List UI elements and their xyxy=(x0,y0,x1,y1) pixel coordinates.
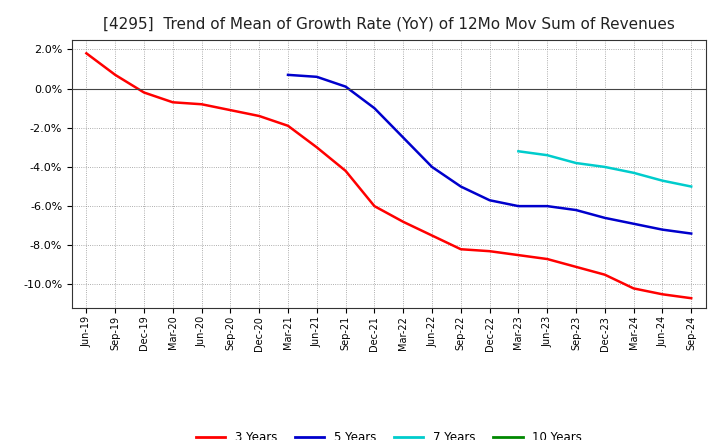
5 Years xyxy=(600,215,609,220)
5 Years xyxy=(341,84,350,89)
5 Years xyxy=(543,203,552,209)
3 Years xyxy=(687,296,696,301)
5 Years xyxy=(485,198,494,203)
7 Years xyxy=(687,184,696,189)
3 Years xyxy=(255,114,264,119)
3 Years xyxy=(111,72,120,77)
3 Years xyxy=(82,51,91,56)
3 Years xyxy=(284,123,292,128)
Line: 5 Years: 5 Years xyxy=(288,75,691,234)
5 Years xyxy=(456,184,465,189)
3 Years xyxy=(543,257,552,262)
3 Years xyxy=(572,264,580,269)
5 Years xyxy=(370,106,379,111)
Line: 3 Years: 3 Years xyxy=(86,53,691,298)
7 Years xyxy=(572,161,580,166)
3 Years xyxy=(428,233,436,238)
Line: 7 Years: 7 Years xyxy=(518,151,691,187)
3 Years xyxy=(140,90,148,95)
3 Years xyxy=(514,253,523,258)
7 Years xyxy=(629,170,638,176)
3 Years xyxy=(312,145,321,150)
7 Years xyxy=(600,164,609,169)
3 Years xyxy=(629,286,638,291)
3 Years xyxy=(226,107,235,113)
3 Years xyxy=(341,168,350,173)
5 Years xyxy=(284,72,292,77)
3 Years xyxy=(168,99,177,105)
3 Years xyxy=(370,203,379,209)
Title: [4295]  Trend of Mean of Growth Rate (YoY) of 12Mo Mov Sum of Revenues: [4295] Trend of Mean of Growth Rate (YoY… xyxy=(103,16,675,32)
Legend: 3 Years, 5 Years, 7 Years, 10 Years: 3 Years, 5 Years, 7 Years, 10 Years xyxy=(191,427,587,440)
3 Years xyxy=(600,272,609,277)
7 Years xyxy=(514,149,523,154)
3 Years xyxy=(485,249,494,254)
3 Years xyxy=(456,246,465,252)
5 Years xyxy=(572,207,580,213)
5 Years xyxy=(399,135,408,140)
3 Years xyxy=(658,292,667,297)
5 Years xyxy=(629,221,638,227)
5 Years xyxy=(687,231,696,236)
3 Years xyxy=(399,219,408,224)
7 Years xyxy=(658,178,667,183)
3 Years xyxy=(197,102,206,107)
7 Years xyxy=(543,153,552,158)
5 Years xyxy=(428,164,436,169)
5 Years xyxy=(658,227,667,232)
5 Years xyxy=(514,203,523,209)
5 Years xyxy=(312,74,321,80)
